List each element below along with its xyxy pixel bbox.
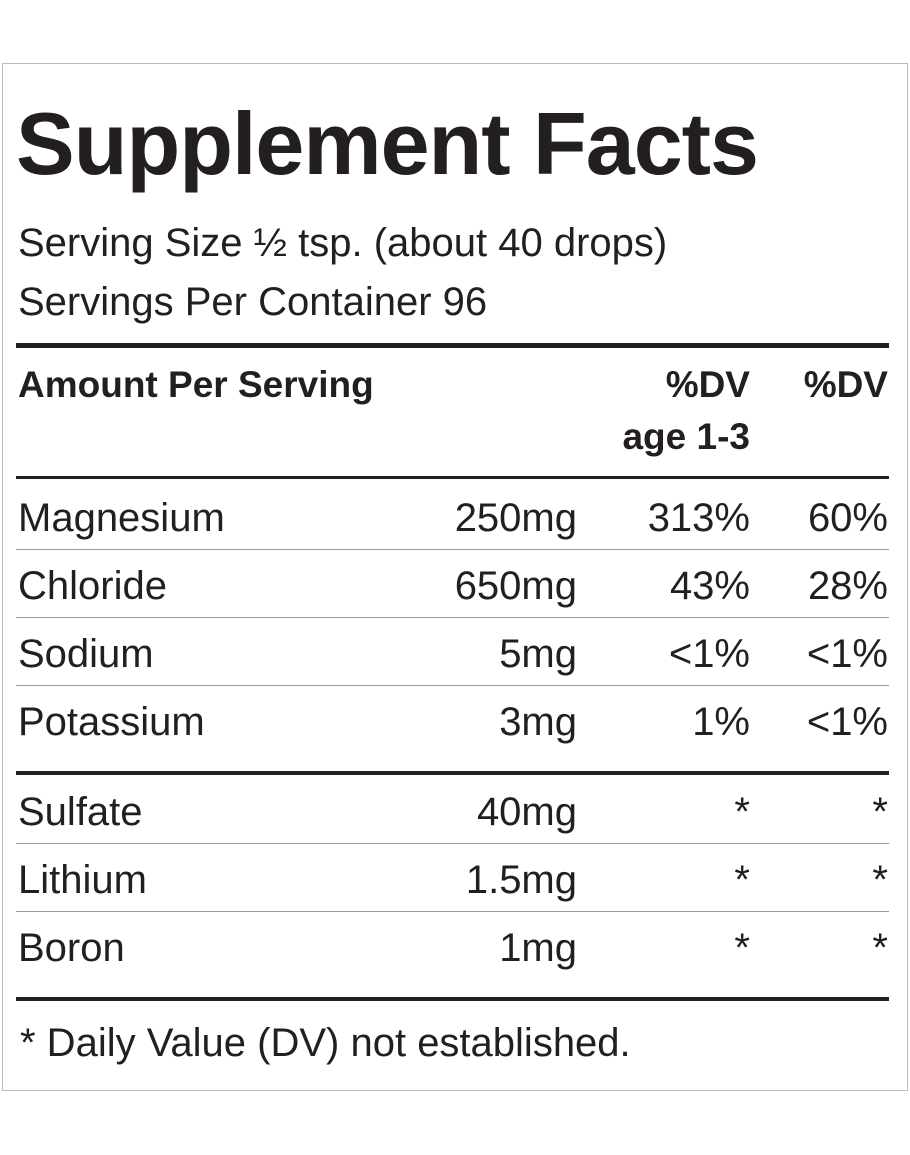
nutrient-name: Sodium (18, 632, 154, 676)
servings-per-container: Servings Per Container 96 (18, 280, 488, 324)
amount: 3mg (499, 700, 577, 744)
dv-adult: <1% (806, 700, 888, 744)
amount: 650mg (454, 564, 577, 608)
header-rule (16, 476, 889, 479)
nutrient-name: Magnesium (18, 496, 225, 540)
header-dv-adult: %DV (803, 364, 888, 405)
row-divider (16, 685, 889, 686)
dv-child: * (734, 858, 750, 902)
nutrient-name: Lithium (18, 858, 147, 902)
dv-child: 1% (692, 700, 750, 744)
header-dv-child-age: age 1-3 (622, 416, 750, 457)
footnote: * Daily Value (DV) not established. (20, 1021, 631, 1065)
dv-child: * (734, 926, 750, 970)
nutrient-name: Boron (18, 926, 125, 970)
nutrient-name: Sulfate (18, 790, 143, 834)
nutrient-name: Chloride (18, 564, 167, 608)
row-divider (16, 911, 889, 912)
dv-adult: 60% (807, 496, 888, 540)
row-divider (16, 843, 889, 844)
nutrient-name: Potassium (18, 700, 205, 744)
dv-adult: 28% (807, 564, 888, 608)
thick-rule (16, 771, 889, 775)
label-border (2, 63, 908, 1091)
dv-adult: <1% (806, 632, 888, 676)
header-amount: Amount Per Serving (18, 364, 374, 405)
title: Supplement Facts (16, 94, 759, 193)
dv-adult: * (872, 790, 888, 834)
serving-size: Serving Size ½ tsp. (about 40 drops) (18, 221, 668, 265)
thick-rule (16, 997, 889, 1001)
amount: 250mg (454, 496, 577, 540)
dv-adult: * (872, 926, 888, 970)
amount: 1.5mg (465, 858, 577, 902)
dv-child: <1% (668, 632, 750, 676)
dv-child: 313% (647, 496, 750, 540)
header-dv-child: %DV (665, 364, 750, 405)
amount: 1mg (499, 926, 577, 970)
amount: 5mg (499, 632, 577, 676)
dv-adult: * (872, 858, 888, 902)
amount: 40mg (476, 790, 577, 834)
dv-child: 43% (669, 564, 750, 608)
thick-rule (16, 343, 889, 348)
row-divider (16, 549, 889, 550)
row-divider (16, 617, 889, 618)
dv-child: * (734, 790, 750, 834)
